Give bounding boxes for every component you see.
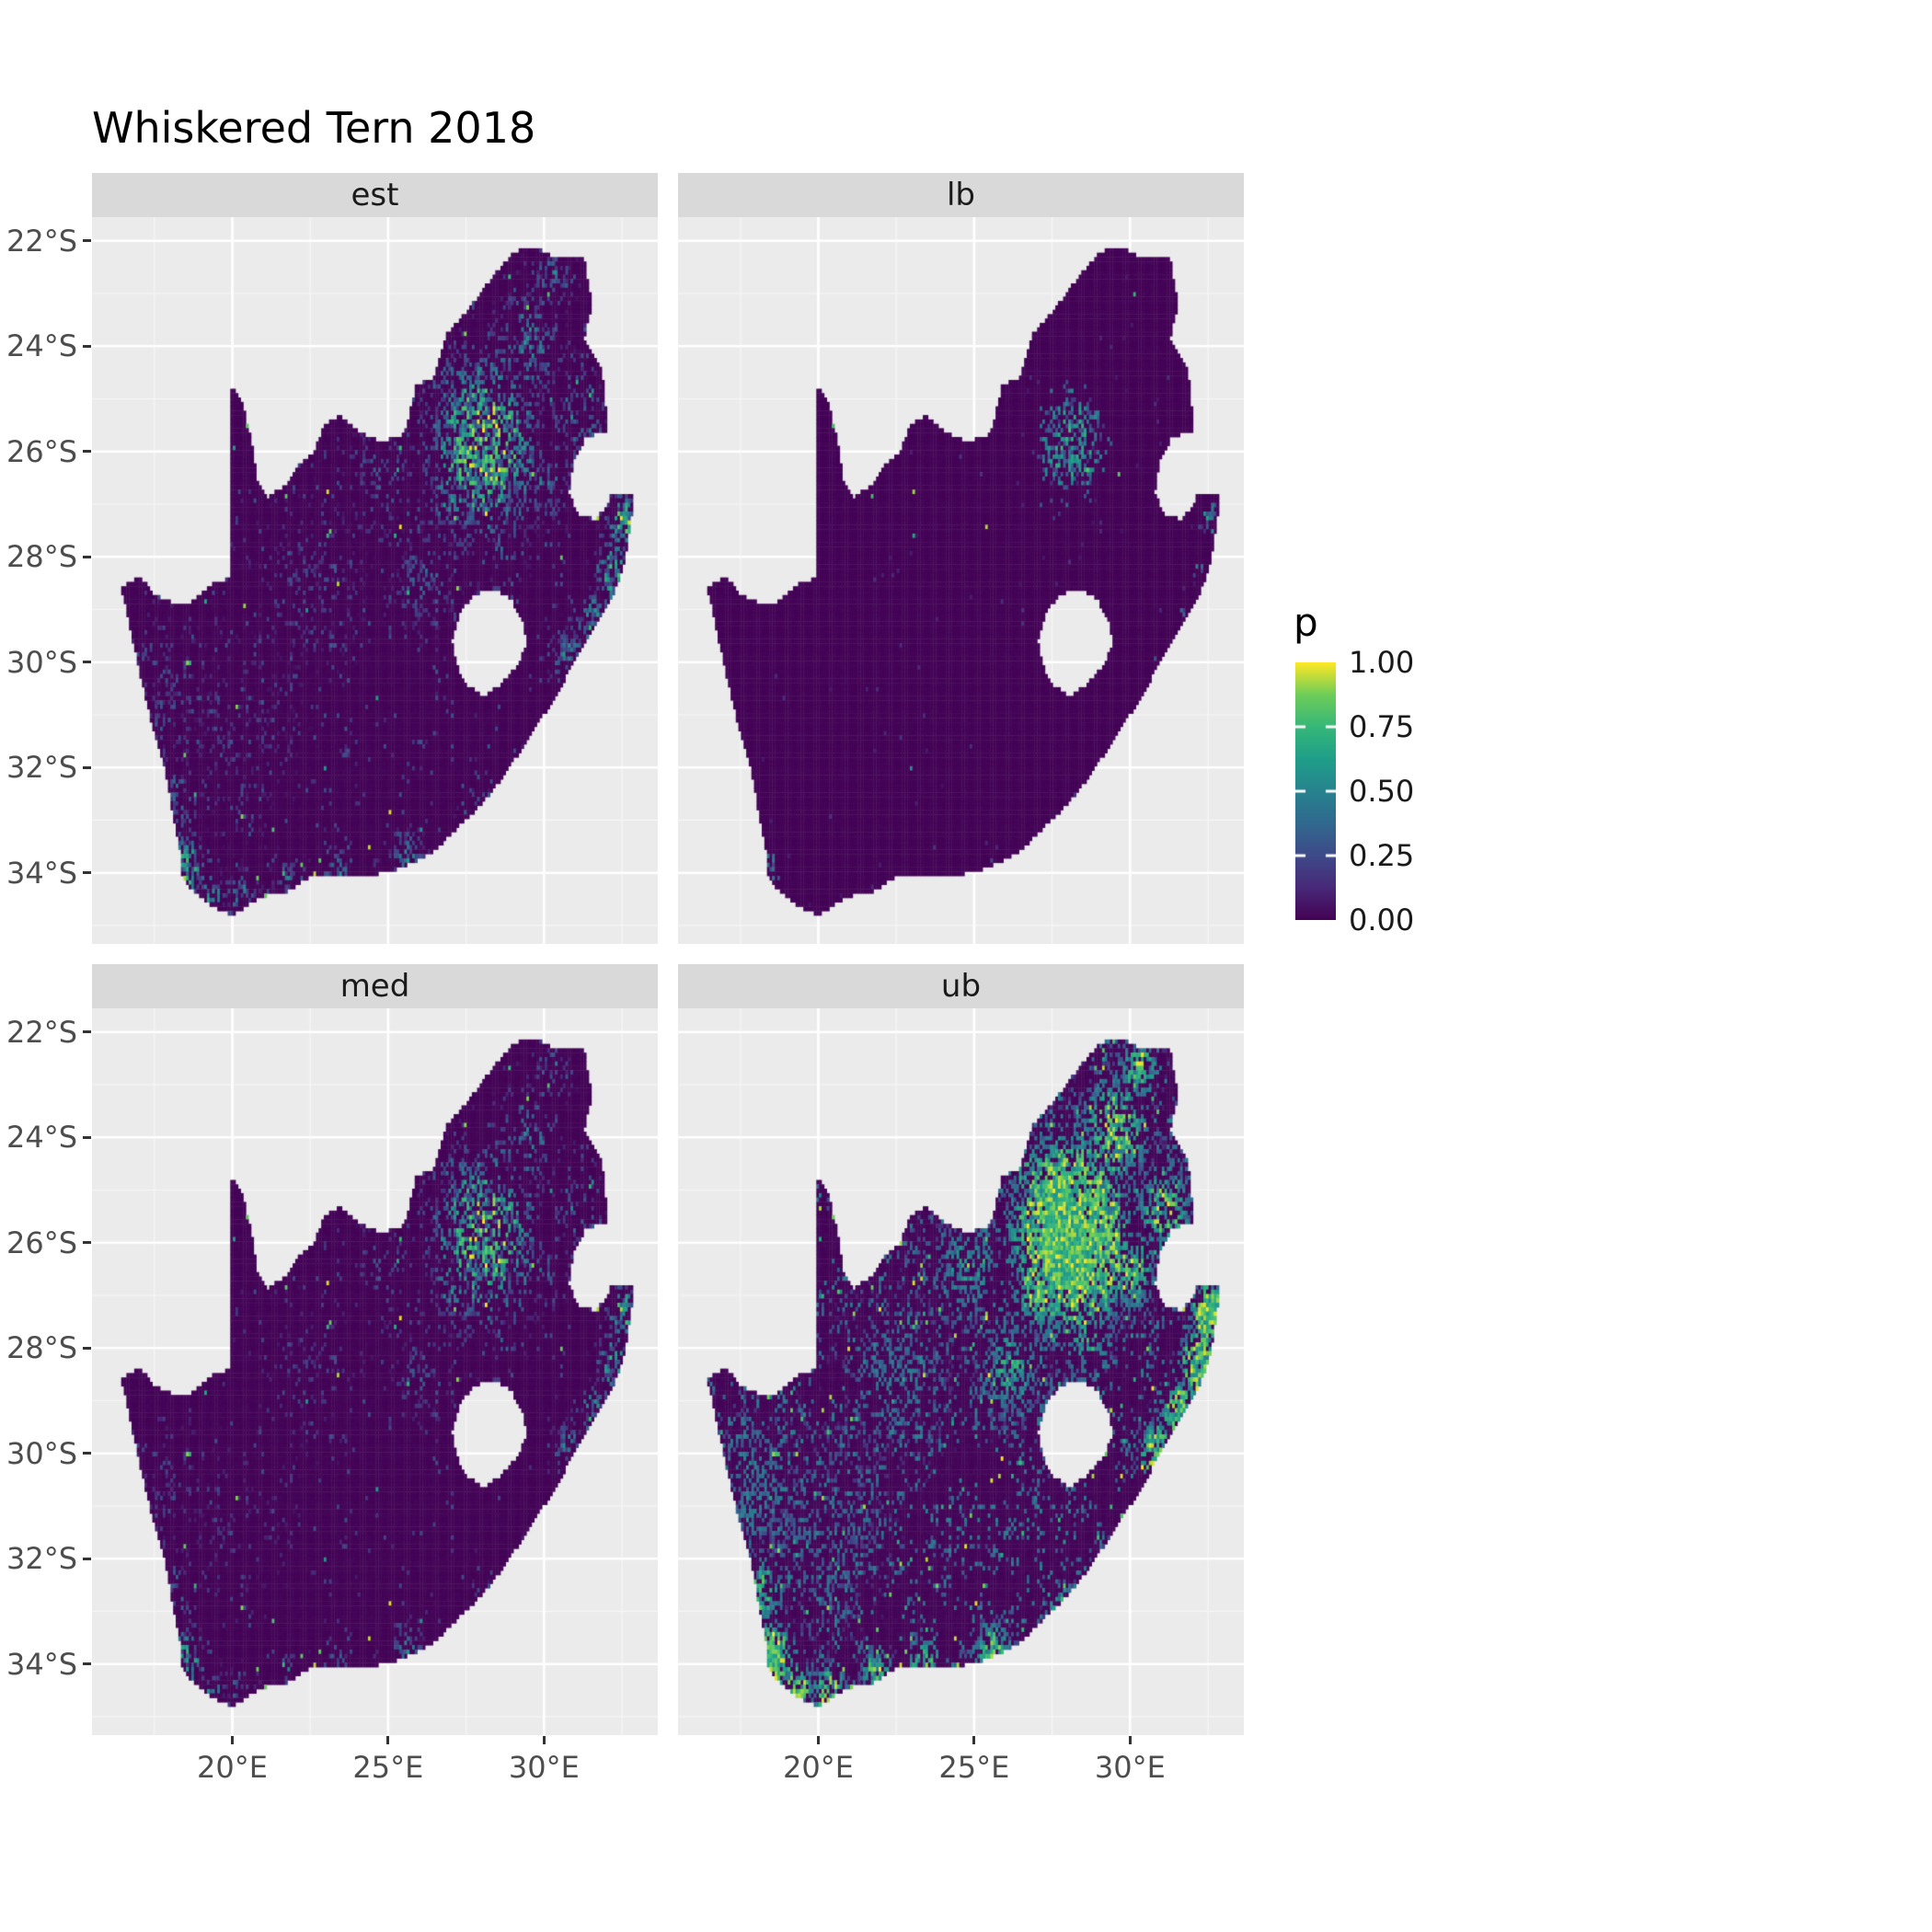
x-tick-mark bbox=[816, 1736, 820, 1744]
map-canvas-ub bbox=[678, 1008, 1244, 1735]
x-tick-mark bbox=[972, 1736, 976, 1744]
y-tick-mark bbox=[83, 1346, 91, 1350]
x-tick-label: 30°E bbox=[1094, 1750, 1166, 1785]
y-tick-mark bbox=[83, 1557, 91, 1560]
y-tick-mark bbox=[83, 450, 91, 454]
y-tick-label: 30°S bbox=[6, 1435, 77, 1471]
y-tick-mark bbox=[83, 555, 91, 558]
facet-panel-ub bbox=[678, 1008, 1244, 1735]
y-tick-mark bbox=[83, 344, 91, 348]
y-tick-label: 32°S bbox=[6, 1541, 77, 1577]
facet-panel-lb bbox=[678, 217, 1244, 944]
x-tick-label: 25°E bbox=[938, 1750, 1010, 1785]
y-tick-mark bbox=[83, 765, 91, 769]
legend-tick-label: 0.25 bbox=[1349, 838, 1415, 873]
legend-tick-label: 1.00 bbox=[1349, 645, 1415, 680]
facet-strip-med: med bbox=[92, 964, 658, 1008]
plot-title: Whiskered Tern 2018 bbox=[92, 103, 536, 153]
legend-tick-label: 0.00 bbox=[1349, 903, 1415, 937]
y-tick-mark bbox=[83, 1662, 91, 1666]
y-tick-label: 28°S bbox=[6, 1330, 77, 1366]
y-tick-label: 24°S bbox=[6, 1120, 77, 1156]
y-tick-mark bbox=[83, 1135, 91, 1139]
y-tick-label: 34°S bbox=[6, 1646, 77, 1682]
y-tick-mark bbox=[83, 1241, 91, 1245]
y-tick-label: 28°S bbox=[6, 539, 77, 575]
map-canvas-med bbox=[92, 1008, 658, 1735]
y-tick-label: 22°S bbox=[6, 1014, 77, 1050]
y-tick-label: 26°S bbox=[6, 1225, 77, 1260]
y-tick-label: 32°S bbox=[6, 750, 77, 786]
y-tick-mark bbox=[83, 1452, 91, 1455]
facet-panel-med bbox=[92, 1008, 658, 1735]
y-tick-mark bbox=[83, 871, 91, 875]
facet-strip-est: est bbox=[92, 173, 658, 217]
facet-strip-ub: ub bbox=[678, 964, 1244, 1008]
x-tick-mark bbox=[1128, 1736, 1132, 1744]
y-tick-mark bbox=[83, 661, 91, 664]
y-tick-label: 30°S bbox=[6, 644, 77, 680]
x-tick-label: 20°E bbox=[783, 1750, 854, 1785]
legend-title: p bbox=[1294, 600, 1318, 645]
legend-tick-label: 0.50 bbox=[1349, 774, 1415, 809]
legend-colorbar bbox=[1295, 662, 1336, 920]
legend-tick-label: 0.75 bbox=[1349, 709, 1415, 744]
y-tick-label: 34°S bbox=[6, 855, 77, 891]
x-tick-mark bbox=[542, 1736, 546, 1744]
y-tick-mark bbox=[83, 1030, 91, 1034]
y-tick-label: 26°S bbox=[6, 433, 77, 469]
x-tick-label: 30°E bbox=[508, 1750, 580, 1785]
y-tick-label: 22°S bbox=[6, 223, 77, 259]
x-tick-label: 20°E bbox=[197, 1750, 268, 1785]
map-canvas-lb bbox=[678, 217, 1244, 944]
y-tick-mark bbox=[83, 239, 91, 243]
x-tick-mark bbox=[386, 1736, 390, 1744]
x-tick-mark bbox=[230, 1736, 234, 1744]
map-canvas-est bbox=[92, 217, 658, 944]
facet-strip-lb: lb bbox=[678, 173, 1244, 217]
x-tick-label: 25°E bbox=[352, 1750, 424, 1785]
facet-panel-est bbox=[92, 217, 658, 944]
y-tick-label: 24°S bbox=[6, 328, 77, 364]
